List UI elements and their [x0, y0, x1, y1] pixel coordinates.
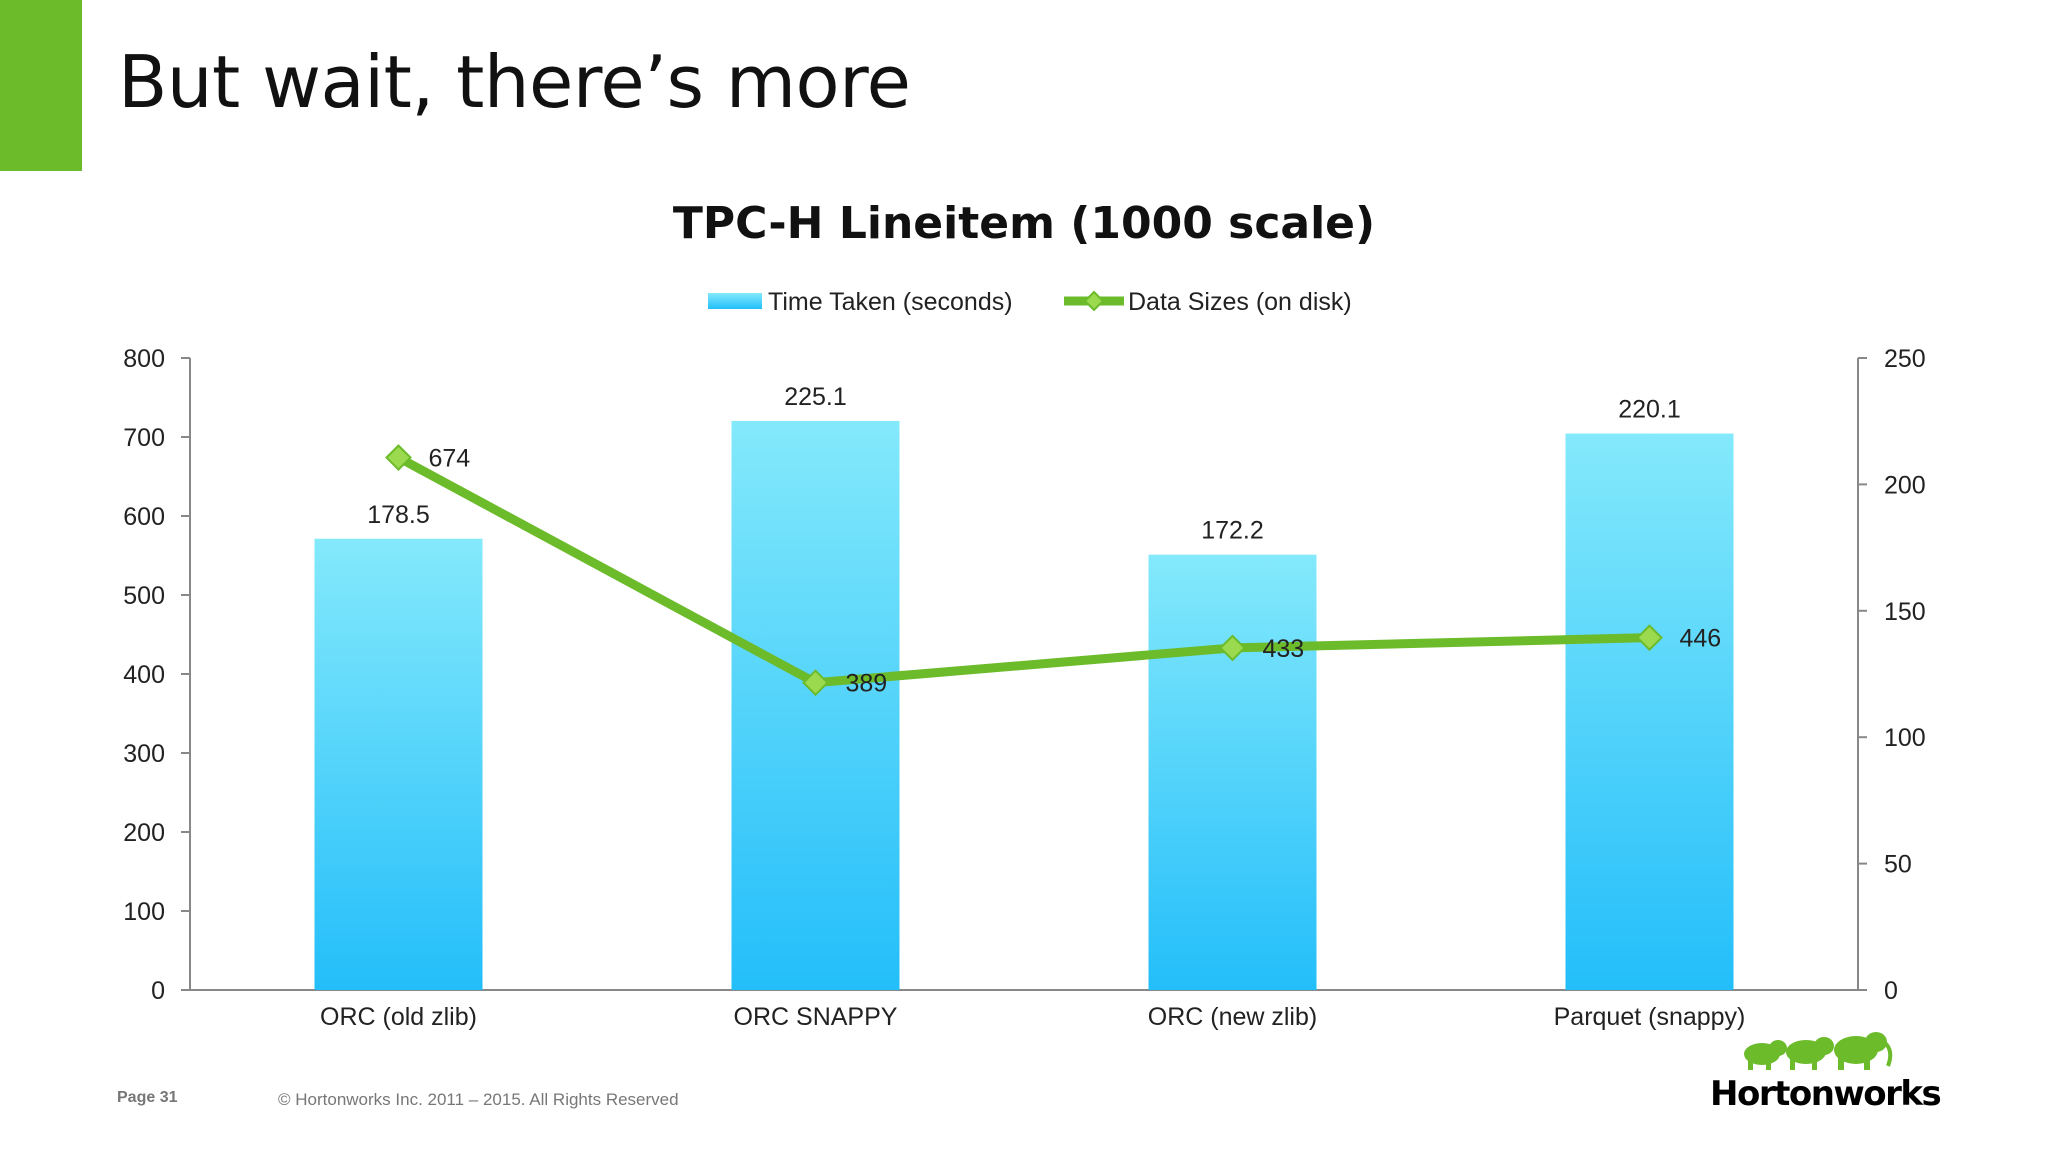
chart-title: TPC-H Lineitem (1000 scale)	[673, 198, 1375, 249]
left-tick-label: 100	[123, 898, 165, 926]
chart-axes: 0 100 200 300 400 500 600 700 800 0 50 100 150 200 250…	[123, 345, 1925, 1031]
right-tick-label: 100	[1884, 724, 1926, 752]
title-accent-bar	[0, 0, 82, 171]
copyright-notice: © Hortonworks Inc. 2011 – 2015. All Righ…	[278, 1090, 679, 1109]
category-label: ORC (old zlib)	[320, 1003, 477, 1031]
time-taken-bar	[314, 538, 483, 990]
left-tick-label: 600	[123, 503, 165, 531]
left-tick-label: 200	[123, 819, 165, 847]
category-label: ORC SNAPPY	[734, 1003, 898, 1031]
category-label: Parquet (snappy)	[1554, 1003, 1746, 1031]
bar-value-label: 172.2	[1201, 517, 1264, 545]
left-tick-label: 700	[123, 424, 165, 452]
hortonworks-logo: Hortonworks	[1710, 1024, 1942, 1114]
slide-title: But wait, there’s more	[118, 40, 911, 124]
left-tick-label: 300	[123, 740, 165, 768]
data-size-marker	[1219, 634, 1246, 662]
right-tick-label: 50	[1884, 851, 1912, 879]
data-size-line	[396, 453, 1650, 688]
left-tick-label: 0	[151, 977, 165, 1005]
line-value-label: 674	[429, 445, 471, 473]
data-size-marker	[385, 444, 412, 471]
chart-legend: Time Taken (seconds) Data Sizes (on disk)	[708, 288, 1352, 316]
line-value-label: 446	[1680, 625, 1722, 653]
left-tick-label: 800	[123, 345, 165, 373]
line-value-label: 389	[846, 670, 888, 698]
elephants-logo-icon	[1744, 1032, 1893, 1070]
right-tick-label: 200	[1884, 471, 1926, 499]
legend-bar-swatch	[708, 293, 762, 309]
line-series: 674 389 433 446	[385, 444, 1722, 698]
legend-line-label: Data Sizes (on disk)	[1128, 288, 1352, 316]
category-label: ORC (new zlib)	[1148, 1003, 1317, 1031]
bar-value-label: 225.1	[784, 383, 847, 411]
time-taken-bar	[731, 420, 900, 990]
data-size-marker	[802, 669, 829, 697]
bar-value-label: 178.5	[367, 501, 430, 529]
time-taken-bar	[1565, 433, 1734, 991]
left-tick-label: 500	[123, 582, 165, 610]
left-tick-label: 400	[123, 661, 165, 689]
page-number: Page 31	[117, 1089, 178, 1106]
time-taken-bar	[1148, 554, 1317, 990]
right-tick-label: 0	[1884, 977, 1898, 1005]
logo-text: Hortonworks	[1710, 1074, 1942, 1114]
legend-line-marker	[1083, 290, 1105, 312]
right-tick-label: 150	[1884, 598, 1926, 626]
bar-value-label: 220.1	[1618, 396, 1681, 424]
legend-bar-label: Time Taken (seconds)	[768, 288, 1013, 316]
right-tick-label: 250	[1884, 345, 1926, 373]
line-value-label: 433	[1263, 635, 1305, 663]
bar-series: 178.5 225.1 172.2 220.1	[314, 383, 1734, 991]
data-size-marker	[1636, 624, 1663, 652]
